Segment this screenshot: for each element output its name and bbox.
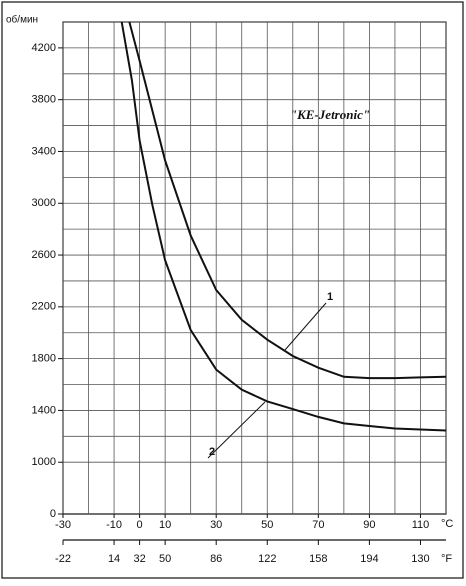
x-unit: °C	[441, 518, 453, 530]
y-tick-label: 2200	[32, 301, 56, 313]
x-tick-label: 110	[412, 519, 430, 531]
y-tick-label: 2600	[32, 249, 56, 261]
y-tick-label: 4200	[32, 42, 56, 54]
x2-tick-label: 50	[159, 553, 171, 565]
leader-line	[284, 302, 327, 351]
x-tick-label: 90	[363, 519, 375, 531]
annotation: "KE-Jetronic"	[290, 107, 370, 122]
x2-tick-label: -22	[55, 553, 71, 565]
curve	[128, 21, 447, 380]
x-tick-label: -10	[106, 519, 122, 531]
y-axis-label: об/мин	[6, 14, 38, 26]
frame	[1, 1, 464, 579]
plot-area	[62, 21, 447, 515]
x2-tick-label: 194	[360, 553, 378, 565]
x2-tick-label: 130	[411, 553, 429, 565]
x-tick-label: 10	[159, 519, 171, 531]
x2-tick-label: 158	[309, 553, 327, 565]
x-tick-label: 30	[210, 519, 222, 531]
y-tick-label: 3000	[32, 197, 56, 209]
x2-tick-label: 32	[133, 553, 145, 565]
x-tick-label: -30	[55, 519, 71, 531]
curve	[120, 21, 447, 432]
y-tick-label: 3400	[32, 145, 56, 157]
x2-unit: °F	[441, 553, 452, 565]
x2-tick-label: 14	[108, 553, 120, 565]
y-tick-label: 0	[50, 508, 56, 520]
series-label: 1	[327, 291, 333, 303]
y-tick-label: 1400	[32, 404, 56, 416]
x-tick-label: 70	[312, 519, 324, 531]
y-tick-label: 1000	[32, 456, 56, 468]
x2-tick-label: 122	[258, 553, 276, 565]
x-tick-label: 0	[137, 519, 143, 531]
x2-tick-label: 86	[210, 553, 222, 565]
leader-line	[207, 401, 266, 459]
series-label: 2	[209, 446, 215, 458]
y-tick-label: 3800	[32, 94, 56, 106]
x-tick-label: 50	[261, 519, 273, 531]
y-tick-label: 1800	[32, 353, 56, 365]
